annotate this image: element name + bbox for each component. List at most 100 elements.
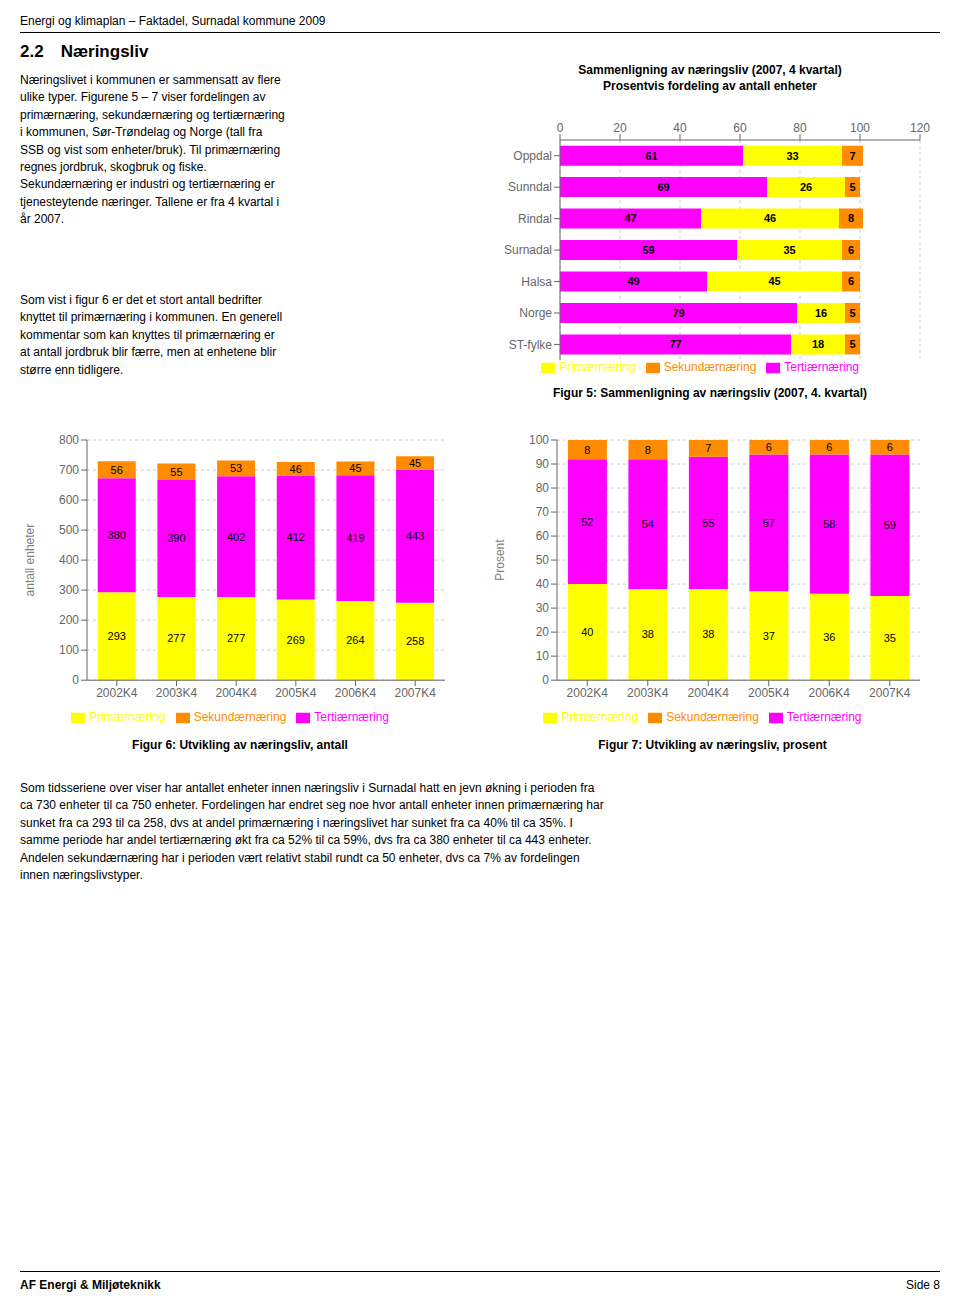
svg-text:2003K4: 2003K4 — [627, 686, 669, 700]
svg-text:100: 100 — [529, 433, 549, 447]
svg-text:2002K4: 2002K4 — [567, 686, 609, 700]
svg-text:40: 40 — [673, 121, 687, 135]
svg-text:Prosent: Prosent — [493, 539, 507, 581]
svg-text:30: 30 — [536, 601, 550, 615]
svg-text:33: 33 — [786, 150, 798, 162]
svg-text:37: 37 — [763, 630, 775, 642]
svg-text:57: 57 — [763, 517, 775, 529]
svg-text:2006K4: 2006K4 — [335, 686, 377, 700]
svg-text:8: 8 — [584, 444, 590, 456]
svg-text:79: 79 — [672, 307, 684, 319]
svg-text:59: 59 — [642, 244, 654, 256]
svg-text:700: 700 — [59, 463, 79, 477]
svg-text:0: 0 — [542, 673, 549, 687]
svg-text:10: 10 — [536, 649, 550, 663]
svg-text:269: 269 — [287, 634, 305, 646]
svg-text:6: 6 — [766, 441, 772, 453]
svg-text:38: 38 — [702, 628, 714, 640]
svg-text:60: 60 — [733, 121, 747, 135]
svg-text:80: 80 — [793, 121, 807, 135]
svg-text:300: 300 — [59, 583, 79, 597]
svg-text:2003K4: 2003K4 — [156, 686, 198, 700]
svg-text:35: 35 — [884, 632, 896, 644]
svg-text:Oppdal: Oppdal — [513, 149, 552, 163]
svg-text:6: 6 — [887, 441, 893, 453]
svg-text:54: 54 — [642, 518, 654, 530]
svg-text:40: 40 — [536, 577, 550, 591]
svg-text:36: 36 — [823, 631, 835, 643]
svg-text:0: 0 — [557, 121, 564, 135]
svg-text:390: 390 — [167, 532, 185, 544]
svg-text:58: 58 — [823, 518, 835, 530]
svg-text:0: 0 — [72, 673, 79, 687]
svg-text:380: 380 — [108, 529, 126, 541]
svg-text:20: 20 — [613, 121, 627, 135]
svg-text:419: 419 — [346, 532, 364, 544]
svg-text:20: 20 — [536, 625, 550, 639]
svg-text:ST-fylke: ST-fylke — [509, 338, 553, 352]
svg-text:412: 412 — [287, 531, 305, 543]
svg-text:77: 77 — [669, 338, 681, 350]
svg-text:46: 46 — [290, 463, 302, 475]
svg-text:Rindal: Rindal — [518, 212, 552, 226]
svg-text:7: 7 — [849, 150, 855, 162]
svg-text:277: 277 — [227, 632, 245, 644]
svg-text:90: 90 — [536, 457, 550, 471]
svg-text:2007K4: 2007K4 — [394, 686, 436, 700]
svg-text:5: 5 — [849, 338, 855, 350]
svg-text:80: 80 — [536, 481, 550, 495]
svg-text:61: 61 — [645, 150, 657, 162]
svg-text:6: 6 — [848, 244, 854, 256]
svg-text:500: 500 — [59, 523, 79, 537]
svg-text:18: 18 — [812, 338, 824, 350]
svg-text:100: 100 — [850, 121, 870, 135]
svg-text:Surnadal: Surnadal — [504, 243, 552, 257]
svg-text:7: 7 — [705, 442, 711, 454]
svg-text:Halsa: Halsa — [521, 275, 552, 289]
svg-text:293: 293 — [108, 630, 126, 642]
svg-text:53: 53 — [230, 462, 242, 474]
svg-text:47: 47 — [624, 212, 636, 224]
svg-text:402: 402 — [227, 531, 245, 543]
svg-text:16: 16 — [815, 307, 827, 319]
svg-text:70: 70 — [536, 505, 550, 519]
svg-text:2005K4: 2005K4 — [748, 686, 790, 700]
svg-text:6: 6 — [848, 275, 854, 287]
svg-text:600: 600 — [59, 493, 79, 507]
svg-text:8: 8 — [645, 444, 651, 456]
svg-text:46: 46 — [764, 212, 776, 224]
svg-text:35: 35 — [783, 244, 795, 256]
svg-text:Norge: Norge — [519, 306, 552, 320]
svg-text:6: 6 — [826, 441, 832, 453]
svg-text:56: 56 — [111, 464, 123, 476]
svg-text:443: 443 — [406, 530, 424, 542]
svg-text:800: 800 — [59, 433, 79, 447]
svg-text:2004K4: 2004K4 — [215, 686, 257, 700]
svg-text:264: 264 — [346, 634, 364, 646]
svg-text:38: 38 — [642, 628, 654, 640]
svg-text:120: 120 — [910, 121, 930, 135]
svg-text:2002K4: 2002K4 — [96, 686, 138, 700]
svg-text:2007K4: 2007K4 — [869, 686, 911, 700]
svg-text:52: 52 — [581, 516, 593, 528]
svg-text:5: 5 — [849, 307, 855, 319]
svg-text:2006K4: 2006K4 — [809, 686, 851, 700]
svg-text:60: 60 — [536, 529, 550, 543]
svg-text:2004K4: 2004K4 — [688, 686, 730, 700]
svg-text:277: 277 — [167, 632, 185, 644]
svg-text:50: 50 — [536, 553, 550, 567]
svg-text:400: 400 — [59, 553, 79, 567]
svg-text:Sunndal: Sunndal — [508, 180, 552, 194]
svg-text:40: 40 — [581, 626, 593, 638]
svg-text:69: 69 — [657, 181, 669, 193]
svg-text:258: 258 — [406, 635, 424, 647]
svg-text:49: 49 — [627, 275, 639, 287]
svg-text:45: 45 — [768, 275, 780, 287]
svg-text:55: 55 — [702, 517, 714, 529]
svg-text:45: 45 — [349, 462, 361, 474]
svg-text:26: 26 — [800, 181, 812, 193]
svg-text:45: 45 — [409, 457, 421, 469]
svg-text:100: 100 — [59, 643, 79, 657]
svg-text:8: 8 — [848, 212, 854, 224]
svg-text:antall enheter: antall enheter — [23, 524, 37, 597]
